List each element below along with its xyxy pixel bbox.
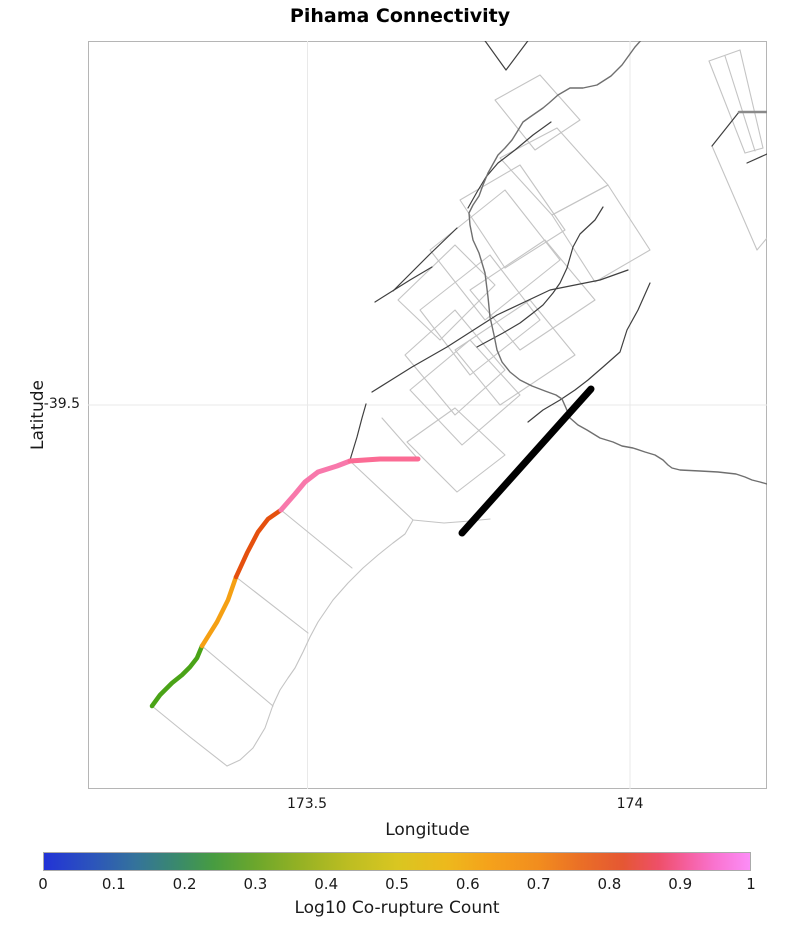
fault-polygon [397, 244, 496, 341]
colorbar-tick-label: 0.2 [172, 875, 197, 893]
colorbar-tick-label: 0.4 [314, 875, 339, 893]
colorbar-tick-label: 0.9 [668, 875, 693, 893]
page-title: Pihama Connectivity [289, 5, 511, 27]
fault-line [226, 519, 414, 767]
fault-polygon [499, 127, 609, 216]
fault-line [412, 518, 491, 524]
x-tick-label: 174 [616, 796, 644, 812]
colorbar-tick-label: 0.6 [455, 875, 480, 893]
fault-polygon [404, 309, 506, 416]
colorbar-ticks: 0 0.1 0.2 0.3 0.4 0.5 0.6 0.7 0.8 0.9 1 [38, 875, 756, 893]
fault-polygon [469, 239, 596, 351]
fault-polygon [406, 407, 506, 493]
coastline [468, 41, 767, 485]
fault-polygon [409, 339, 521, 446]
fault-trace-dark [349, 403, 367, 461]
fault-polygon [551, 184, 651, 283]
fault-trace-dark [392, 227, 458, 292]
fault-trace-dark [527, 282, 651, 423]
fault-trace-dark [476, 206, 604, 348]
target-fault-line [458, 385, 595, 537]
y-tick-label: -39.5 [43, 396, 80, 412]
fault-line [349, 460, 414, 521]
colorbar-tick-label: 1 [746, 875, 756, 893]
corupture-trace-pink-west [278, 458, 353, 513]
colorbar-tick-label: 0 [38, 875, 48, 893]
fault-line [744, 147, 764, 154]
fault-line [151, 705, 228, 767]
fault-polygon [454, 299, 576, 406]
colorbar-label: Log10 Co-rupture Count [294, 898, 500, 918]
corupture-trace-green [149, 643, 205, 709]
fault-trace-dark [374, 266, 433, 303]
colorbar-tick-label: 0.7 [526, 875, 551, 893]
colorbar-tick-label: 0.5 [385, 875, 409, 893]
fault-line [711, 145, 767, 251]
fault-trace-dark [746, 153, 767, 164]
x-tick-label: 173.5 [286, 796, 328, 812]
corupture-trace-orange-red [233, 507, 284, 580]
colorbar-tick-label: 0.1 [101, 875, 126, 893]
fault-trace-dark [467, 121, 552, 209]
fault-trace-dark [484, 41, 529, 71]
plot-area [88, 41, 767, 789]
fault-polygon [459, 164, 566, 269]
fault-polygon [419, 254, 541, 376]
fault-polygon [429, 189, 561, 321]
fault-line [708, 60, 746, 154]
fault-trace-dark [371, 269, 629, 393]
x-axis-label: Longitude [385, 820, 470, 840]
fault-line [280, 509, 353, 569]
colorbar-tick-label: 0.3 [243, 875, 268, 893]
colorbar [43, 852, 751, 871]
corupture-trace-pink-east [347, 456, 421, 464]
fault-polygon [494, 74, 581, 151]
fault-line [724, 55, 756, 152]
fault-trace-dark [711, 111, 740, 147]
fault-line [201, 645, 274, 707]
y-axis-label: Latitude [28, 380, 48, 450]
colorbar-tick-label: 0.8 [597, 875, 622, 893]
fault-line [739, 49, 764, 149]
fault-line [381, 417, 419, 460]
fault-line [708, 49, 741, 62]
corupture-trace-orange [199, 574, 239, 649]
fault-line [235, 576, 309, 634]
